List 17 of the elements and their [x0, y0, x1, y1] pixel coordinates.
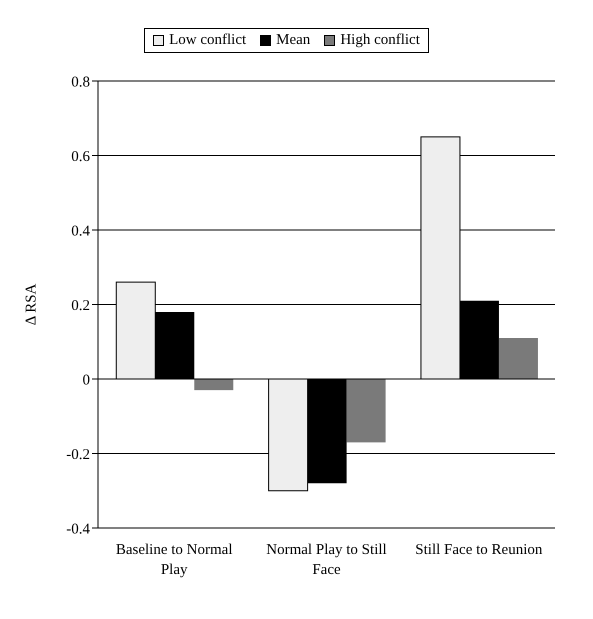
x-tick-label: Normal Play to Still Face	[266, 542, 387, 578]
y-tick-label: 0.4	[71, 223, 90, 240]
x-tick-label: Still Face to Reunion	[415, 542, 543, 558]
legend-label: Low conflict	[168, 32, 246, 49]
bar	[346, 379, 386, 442]
y-tick-label: -0.2	[66, 446, 90, 463]
y-tick-label: -0.4	[66, 521, 90, 538]
y-tick-label: 0.2	[71, 298, 90, 314]
legend-label: High conflict	[339, 32, 420, 49]
y-tick-label: 0.6	[71, 148, 90, 165]
x-tick-label: Baseline to Normal Play	[116, 542, 232, 578]
bar	[194, 379, 234, 390]
legend-label: Mean	[275, 32, 310, 49]
y-axis-title: Δ RSA	[23, 283, 40, 326]
y-tick-label: 0.8	[71, 74, 90, 90]
bar	[498, 338, 538, 379]
y-tick-label: 0	[82, 372, 90, 388]
